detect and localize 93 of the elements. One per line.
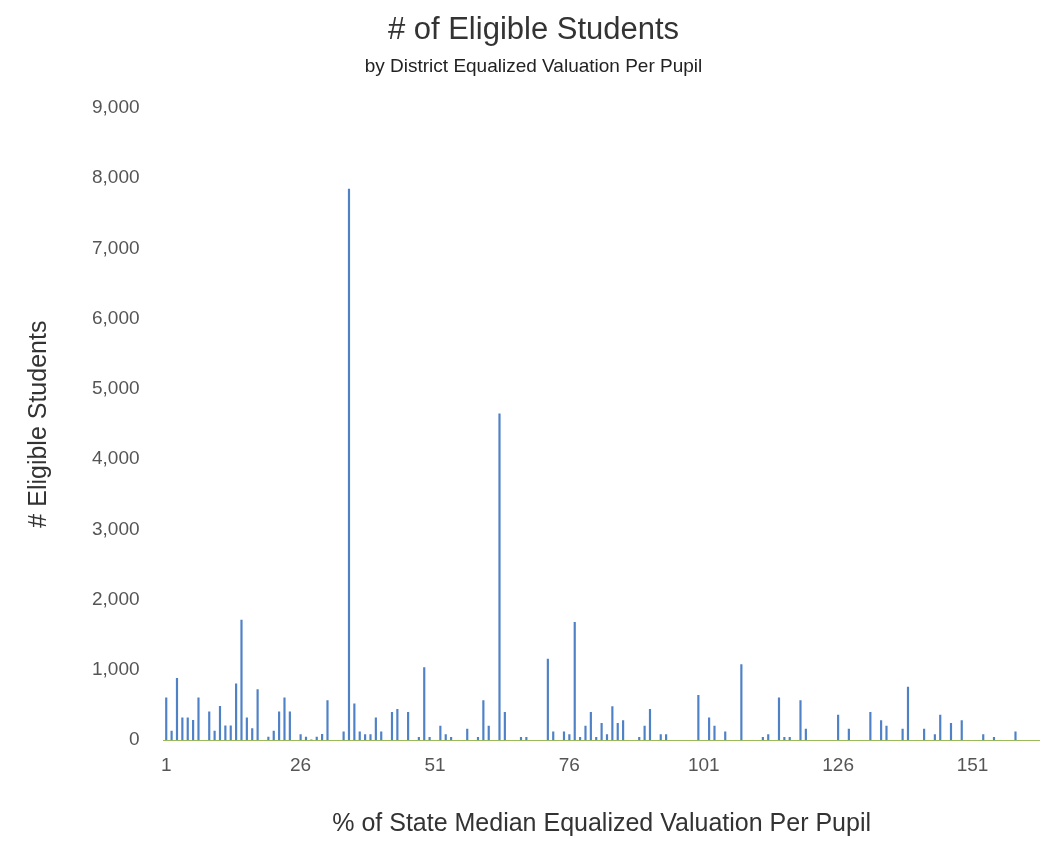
bar: [278, 711, 281, 741]
bar: [648, 709, 652, 741]
x-tick-label: 51: [424, 753, 446, 775]
bar: [218, 705, 222, 741]
y-tick-label: 7,000: [92, 236, 140, 258]
y-tick-label: 9,000: [92, 96, 140, 118]
bar: [906, 686, 910, 741]
bar: [724, 731, 727, 741]
bar: [245, 717, 248, 741]
y-tick-label: 4,000: [92, 447, 140, 469]
bar: [342, 731, 345, 741]
bar: [643, 725, 646, 741]
bar: [235, 683, 238, 741]
bar: [358, 731, 361, 741]
bar: [949, 723, 953, 741]
y-tick-label: 0: [128, 728, 140, 750]
x-tick-label: 101: [687, 753, 720, 775]
bar: [197, 697, 200, 741]
bar: [568, 734, 571, 741]
bar: [256, 689, 259, 741]
bar: [186, 717, 189, 741]
x-tick-label: 26: [290, 753, 312, 775]
bar: [552, 731, 555, 741]
bar: [562, 731, 566, 741]
bar: [713, 725, 716, 741]
bar: [192, 719, 195, 741]
x-tick-label: 151: [956, 753, 989, 775]
bar: [584, 725, 587, 741]
bar: [439, 725, 442, 741]
bar: [299, 734, 302, 741]
bar: [982, 734, 985, 741]
bar: [353, 703, 356, 741]
bar: [369, 734, 372, 741]
x-tick-label: 76: [558, 753, 580, 775]
bar: [708, 717, 711, 741]
y-tick-label: 3,000: [92, 517, 140, 539]
bar: [1014, 731, 1017, 741]
bar: [272, 730, 275, 741]
y-tick-label: 5,000: [92, 377, 140, 399]
bar: [423, 667, 426, 741]
bar: [213, 730, 216, 741]
bar: [283, 697, 286, 741]
bar: [326, 700, 329, 741]
bar: [600, 723, 603, 741]
bar: [503, 711, 506, 741]
bar: [777, 697, 781, 741]
bar: [288, 711, 291, 741]
bar: [390, 711, 394, 741]
bar: [869, 711, 872, 741]
bar: [573, 622, 576, 741]
bar: [208, 711, 211, 741]
bar: [364, 734, 367, 741]
bar: [170, 730, 173, 741]
bar: [546, 658, 549, 741]
bar: [380, 731, 383, 741]
bar: [374, 717, 377, 741]
y-tick-label: 2,000: [92, 587, 140, 609]
x-tick-label: 1: [160, 753, 172, 775]
bar: [960, 720, 963, 741]
y-tick-label: 1,000: [92, 658, 140, 680]
bar: [880, 720, 883, 741]
bar: [482, 700, 485, 741]
y-axis-title: # Eligible Students: [22, 320, 51, 528]
bar: [589, 711, 592, 741]
bar: [740, 664, 743, 741]
bar: [799, 700, 802, 741]
bar: [251, 728, 254, 741]
x-axis-title: % of State Median Equalized Valuation Per Pupil: [332, 807, 871, 836]
bar: [347, 188, 351, 741]
bar: [616, 723, 619, 741]
bar: [396, 709, 399, 741]
bar: [885, 725, 888, 741]
bar: [240, 619, 243, 741]
bar: [175, 677, 179, 741]
bar: [181, 717, 184, 741]
bar: [165, 697, 168, 741]
y-tick-label: 6,000: [92, 306, 140, 328]
bar: [444, 734, 447, 741]
chart-title: # of Eligible Students: [387, 11, 680, 47]
bar: [622, 720, 625, 741]
bar: [407, 711, 410, 741]
bar: [933, 734, 936, 741]
bar: [767, 734, 770, 741]
y-tick-label: 8,000: [92, 166, 140, 188]
chart-subtitle: by District Equalized Valuation Per Pupil: [364, 54, 703, 76]
bar: [659, 734, 662, 741]
x-tick-label: 126: [822, 753, 854, 775]
bar: [665, 734, 668, 741]
bar: [611, 706, 614, 741]
bar: [605, 734, 609, 741]
bar: [498, 413, 501, 741]
bar: [487, 725, 490, 741]
bar: [697, 695, 700, 741]
